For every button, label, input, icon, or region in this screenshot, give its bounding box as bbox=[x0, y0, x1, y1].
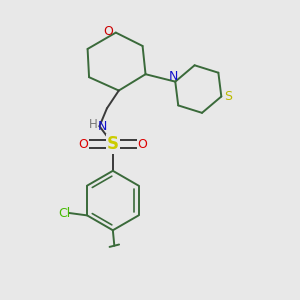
Text: S: S bbox=[107, 135, 119, 153]
Text: O: O bbox=[78, 138, 88, 151]
Text: N: N bbox=[98, 120, 107, 133]
Text: N: N bbox=[169, 70, 178, 83]
Text: Cl: Cl bbox=[58, 206, 70, 220]
Text: O: O bbox=[138, 138, 148, 151]
Text: S: S bbox=[224, 90, 232, 103]
Text: O: O bbox=[103, 25, 113, 38]
Text: H: H bbox=[89, 118, 98, 131]
